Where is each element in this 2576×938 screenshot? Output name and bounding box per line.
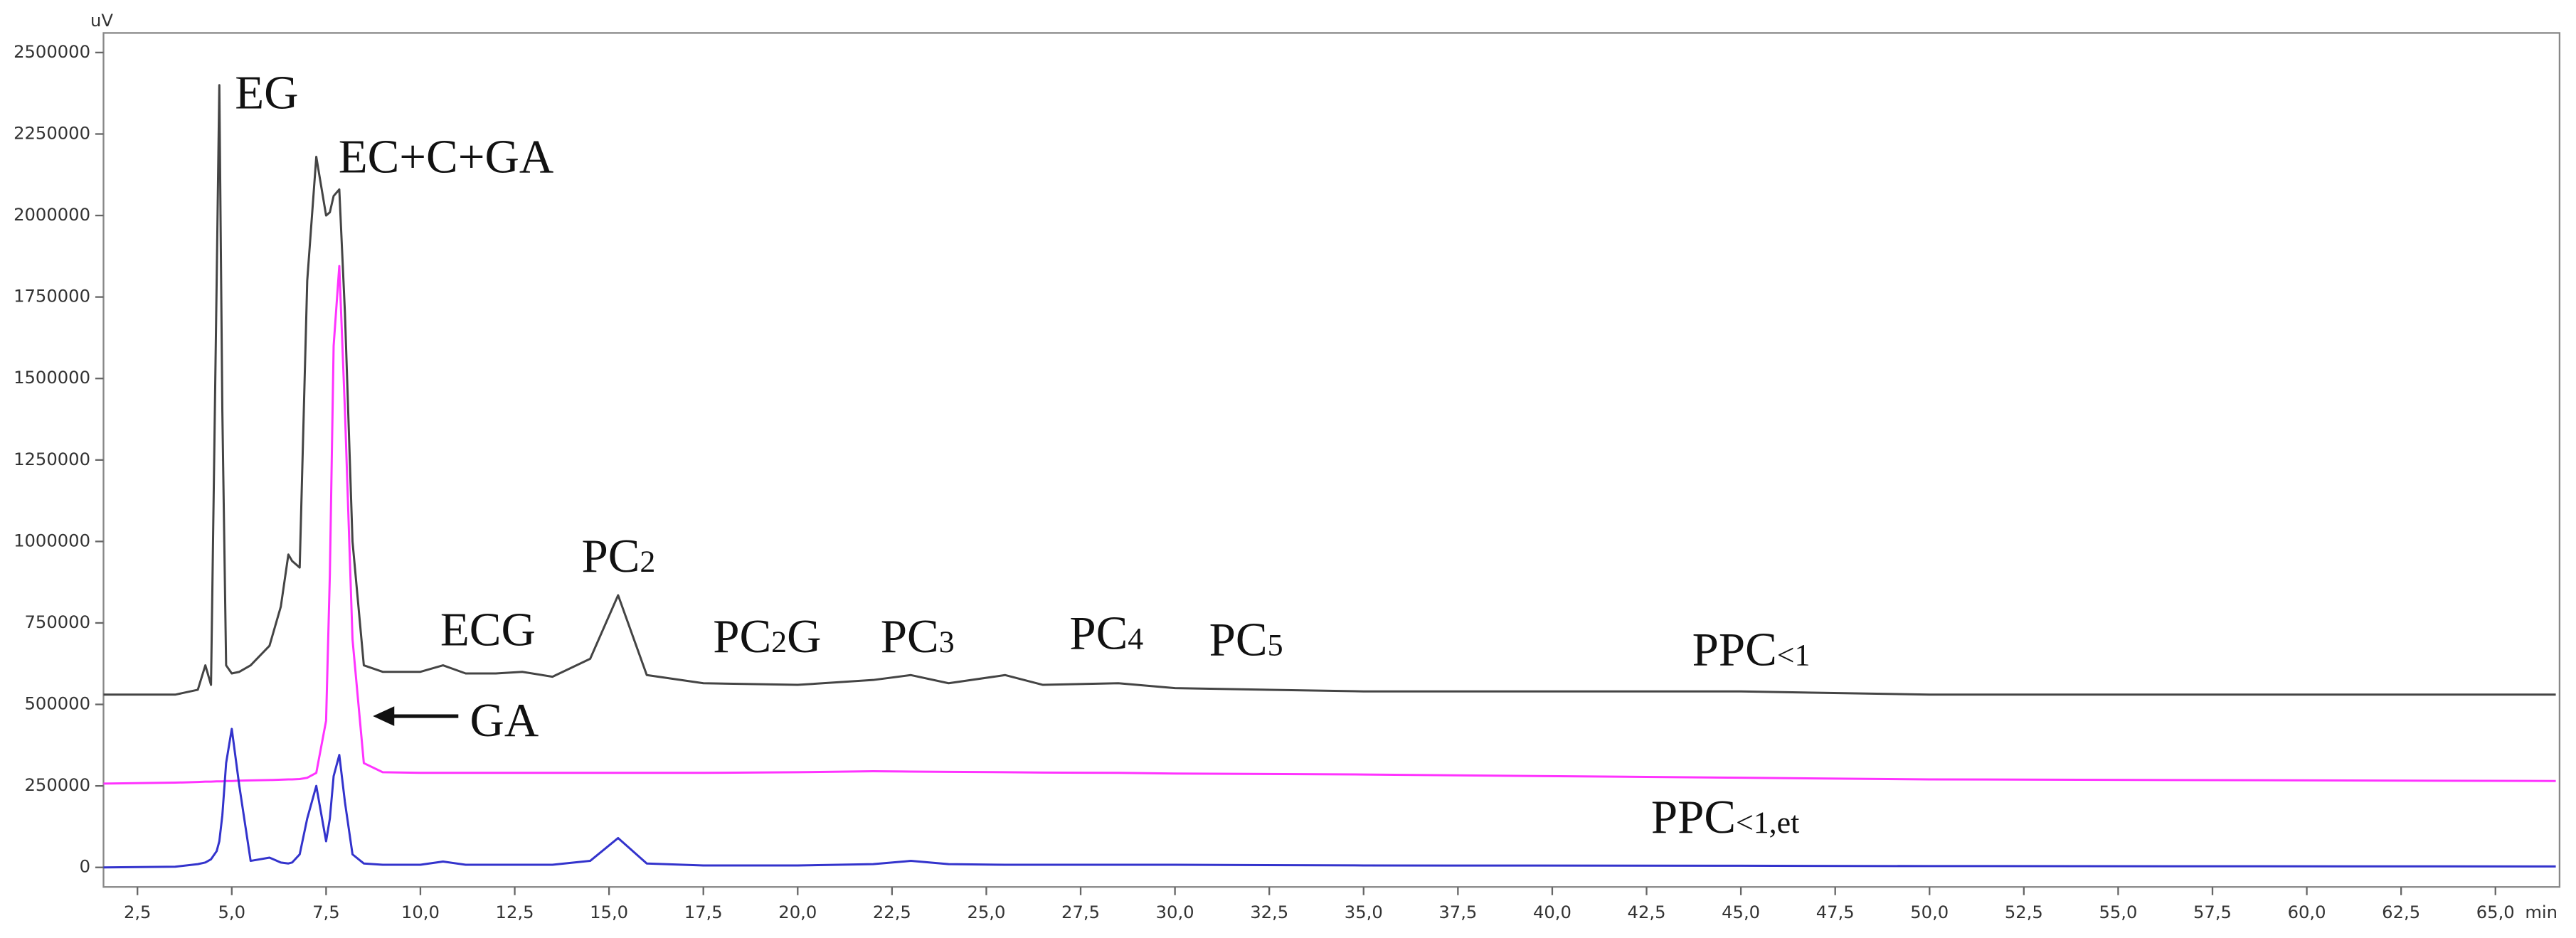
x-tick-label: 2,5	[124, 902, 152, 922]
annotation-text: EG	[235, 67, 298, 119]
annotation-subscript: 5	[1268, 629, 1283, 663]
x-tick-label: 60,0	[2288, 902, 2326, 922]
x-tick-label: 62,5	[2382, 902, 2420, 922]
ga-arrow	[373, 706, 459, 726]
annotation-text: PPC	[1692, 623, 1777, 676]
annotation-text: GA	[470, 694, 539, 747]
peak-annotation: PC4	[1069, 607, 1143, 659]
trace-line	[103, 265, 2556, 785]
annotation-text: PC	[581, 530, 640, 582]
peak-annotation: EC+C+GA	[339, 131, 554, 183]
annotation-subscript: 2	[640, 545, 655, 579]
trace-line	[103, 728, 2556, 869]
peak-annotation: PC5	[1209, 614, 1283, 666]
y-tick-label: 2250000	[14, 122, 90, 143]
x-tick-label: 5,0	[218, 902, 246, 922]
peak-annotation: PPC<1,et	[1651, 791, 1799, 843]
y-tick-label: 0	[80, 856, 90, 877]
x-tick-label: 55,0	[2099, 902, 2137, 922]
y-tick-label: 250000	[24, 774, 90, 795]
y-tick-label: 500000	[24, 693, 90, 714]
annotation-text: PC	[1069, 607, 1128, 659]
annotation-subscript: 2	[771, 625, 787, 659]
x-tick-label: 10,0	[401, 902, 440, 922]
annotation-subscript: 4	[1128, 622, 1143, 656]
x-tick-label: 52,5	[2005, 902, 2043, 922]
annotation-subscript: 3	[939, 625, 955, 659]
x-tick-label: 20,0	[778, 902, 817, 922]
annotation-subscript: <1	[1777, 638, 1811, 672]
y-tick-label: 2500000	[14, 41, 90, 62]
x-tick-label: 35,0	[1345, 902, 1383, 922]
x-tick-label: 17,5	[684, 902, 723, 922]
annotation-text: G	[787, 610, 821, 663]
y-tick-label: 1000000	[14, 530, 90, 550]
peak-annotation: PC3	[881, 610, 955, 663]
peak-annotation: PC2G	[713, 610, 821, 663]
x-tick-label: 42,5	[1628, 902, 1666, 922]
arrow-head	[373, 706, 395, 726]
x-tick-label: 15,0	[590, 902, 628, 922]
x-tick-label: 45,0	[1722, 902, 1760, 922]
peak-annotation: PPC<1	[1692, 623, 1811, 676]
y-tick-label: 1250000	[14, 449, 90, 469]
x-tick-label: 40,0	[1533, 902, 1571, 922]
x-tick-label: 32,5	[1250, 902, 1288, 922]
y-tick-label: 2000000	[14, 204, 90, 225]
annotation-text: PC	[1209, 614, 1268, 666]
x-tick-label: 22,5	[873, 902, 911, 922]
y-tick-label: 1500000	[14, 367, 90, 388]
annotation-text: EC+C+GA	[339, 131, 554, 183]
annotation-text: PPC	[1651, 791, 1736, 843]
x-tick-label: 30,0	[1156, 902, 1194, 922]
y-unit: uV	[90, 10, 113, 31]
peak-annotation: EG	[235, 67, 298, 119]
x-tick-label: 7,5	[312, 902, 340, 922]
y-tick-label: 1750000	[14, 286, 90, 307]
x-tick-label: 12,5	[496, 902, 534, 922]
trace-line	[103, 84, 2556, 696]
peak-annotation: GA	[470, 694, 539, 747]
x-axis-label: min	[2525, 902, 2558, 922]
y-tick-label: 750000	[24, 612, 90, 632]
annotation-text: PC	[713, 610, 771, 663]
x-tick-label: 50,0	[1910, 902, 1949, 922]
annotation-text: ECG	[440, 604, 536, 656]
x-tick-label: 37,5	[1438, 902, 1477, 922]
x-tick-label: 57,5	[2193, 902, 2232, 922]
peak-annotation: ECG	[440, 604, 536, 656]
annotation-text: PC	[881, 610, 939, 663]
x-tick-label: 47,5	[1816, 902, 1855, 922]
annotation-subscript: <1,et	[1736, 806, 1799, 840]
x-tick-label: 65,0	[2476, 902, 2515, 922]
peak-annotation: PC2	[581, 530, 655, 582]
x-tick-label: 25,0	[967, 902, 1005, 922]
x-tick-label: 27,5	[1061, 902, 1100, 922]
